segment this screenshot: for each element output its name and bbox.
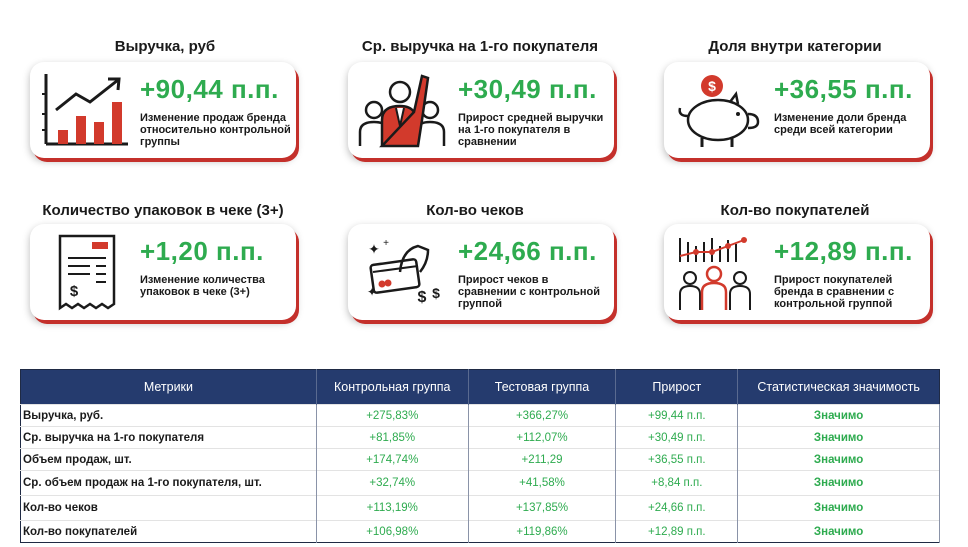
svg-text:$: $: [432, 285, 440, 301]
kpi-card-packs-per-check: $ +1,20 п.п. Изменение количества упаков…: [30, 224, 296, 320]
kpi-value: +36,55 п.п.: [774, 74, 913, 104]
kpi-description: Изменение количества упаковок в чеке (3+…: [140, 274, 265, 298]
column-header: Статистическая значимость: [737, 369, 940, 405]
kpi-card-revenue: +90,44 п.п. Изменение продаж бренда отно…: [30, 62, 296, 158]
svg-text:✦: ✦: [368, 241, 380, 257]
metric-name: Выручка, руб.: [20, 404, 317, 427]
kpi-title-packs-per-check: Количество упаковок в чеке (3+): [42, 202, 284, 219]
people-growth-icon: [672, 232, 764, 312]
significance-cell: Значимо: [737, 470, 940, 496]
significance-cell: Значимо: [737, 520, 940, 543]
card-payment-icon: ✦ + ✦ $ $: [356, 232, 448, 312]
table-cell: +275,83%: [316, 404, 469, 427]
column-header: Контрольная группа: [316, 369, 469, 405]
table-cell: +174,74%: [316, 448, 469, 471]
column-header: Метрики: [20, 369, 317, 405]
table-cell: +30,49 п.п.: [615, 426, 739, 449]
svg-text:$: $: [70, 283, 79, 300]
receipt-icon: $: [38, 232, 130, 312]
table-cell: +24,66 п.п.: [615, 495, 739, 521]
kpi-title-checks: Кол-во чеков: [426, 202, 524, 219]
kpi-card-category-share: $ +36,55 п.п. Изменение доли бренда сред…: [664, 62, 930, 158]
kpi-description: Прирост покупателей бренда в сравнении с…: [774, 274, 895, 310]
kpi-value: +1,20 п.п.: [140, 236, 264, 266]
metric-name: Кол-во чеков: [20, 495, 317, 521]
significance-cell: Значимо: [737, 495, 940, 521]
svg-text:$: $: [708, 78, 716, 94]
svg-text:✦: ✦: [367, 285, 377, 299]
significance-cell: Значимо: [737, 404, 940, 427]
table-row: Выручка, руб. +275,83% +366,27% +99,44 п…: [20, 404, 940, 427]
metric-name: Ср. объем продаж на 1-го покупателя, шт.: [20, 470, 317, 496]
table-cell: +211,29: [468, 448, 617, 471]
kpi-title-buyers: Кол-во покупателей: [720, 202, 870, 219]
svg-text:+: +: [383, 238, 389, 249]
metric-name: Кол-во покупателей: [20, 520, 317, 543]
kpi-value: +30,49 п.п.: [458, 74, 597, 104]
kpi-value: +90,44 п.п.: [140, 74, 279, 104]
kpi-description: Прирост средней выручки на 1-го покупате…: [458, 112, 604, 148]
table-cell: +137,85%: [468, 495, 617, 521]
kpi-description: Прирост чеков в сравнении с контрольной …: [458, 274, 601, 310]
kpi-title-revenue: Выручка, руб: [114, 38, 216, 55]
metric-name: Объем продаж, шт.: [20, 448, 317, 471]
table-row: Объем продаж, шт. +174,74% +211,29 +36,5…: [20, 448, 940, 471]
kpi-value: +12,89 п.п.: [774, 236, 913, 266]
table-header-row: Метрики Контрольная группа Тестовая груп…: [20, 369, 940, 405]
significance-cell: Значимо: [737, 426, 940, 449]
table-cell: +32,74%: [316, 470, 469, 496]
table-row: Кол-во чеков +113,19% +137,85% +24,66 п.…: [20, 495, 940, 521]
table-cell: +113,19%: [316, 495, 469, 521]
table-cell: +12,89 п.п.: [615, 520, 739, 543]
table-row: Ср. объем продаж на 1-го покупателя, шт.…: [20, 470, 940, 496]
table-cell: +106,98%: [316, 520, 469, 543]
kpi-title-avg-revenue: Ср. выручка на 1-го покупателя: [361, 38, 599, 55]
kpi-card-checks: ✦ + ✦ $ $ +24,66 п.п. Прирост чеков в ср…: [348, 224, 614, 320]
table-row: Ср. выручка на 1-го покупателя +81,85% +…: [20, 426, 940, 449]
kpi-card-buyers: +12,89 п.п. Прирост покупателей бренда в…: [664, 224, 930, 320]
table-cell: +36,55 п.п.: [615, 448, 739, 471]
table-cell: +112,07%: [468, 426, 617, 449]
bar-chart-growth-icon: [38, 70, 130, 150]
kpi-description: Изменение доли бренда среди всей категор…: [774, 112, 907, 136]
piggy-bank-icon: $: [672, 70, 764, 150]
kpi-card-avg-revenue: +30,49 п.п. Прирост средней выручки на 1…: [348, 62, 614, 158]
kpi-title-category-share: Доля внутри категории: [708, 38, 882, 55]
kpi-value: +24,66 п.п.: [458, 236, 597, 266]
table-cell: +41,58%: [468, 470, 617, 496]
metric-name: Ср. выручка на 1-го покупателя: [20, 426, 317, 449]
businessman-raised-hand-icon: [356, 70, 448, 150]
column-header: Прирост: [615, 369, 739, 405]
kpi-description: Изменение продаж бренда относительно кон…: [140, 112, 291, 148]
table-cell: +81,85%: [316, 426, 469, 449]
table-row: Кол-во покупателей +106,98% +119,86% +12…: [20, 520, 940, 543]
column-header: Тестовая группа: [468, 369, 617, 405]
table-cell: +99,44 п.п.: [615, 404, 739, 427]
significance-cell: Значимо: [737, 448, 940, 471]
table-cell: +8,84 п.п.: [615, 470, 739, 496]
metrics-table: Метрики Контрольная группа Тестовая груп…: [20, 369, 940, 543]
table-cell: +119,86%: [468, 520, 617, 543]
table-cell: +366,27%: [468, 404, 617, 427]
svg-text:$: $: [418, 289, 427, 306]
